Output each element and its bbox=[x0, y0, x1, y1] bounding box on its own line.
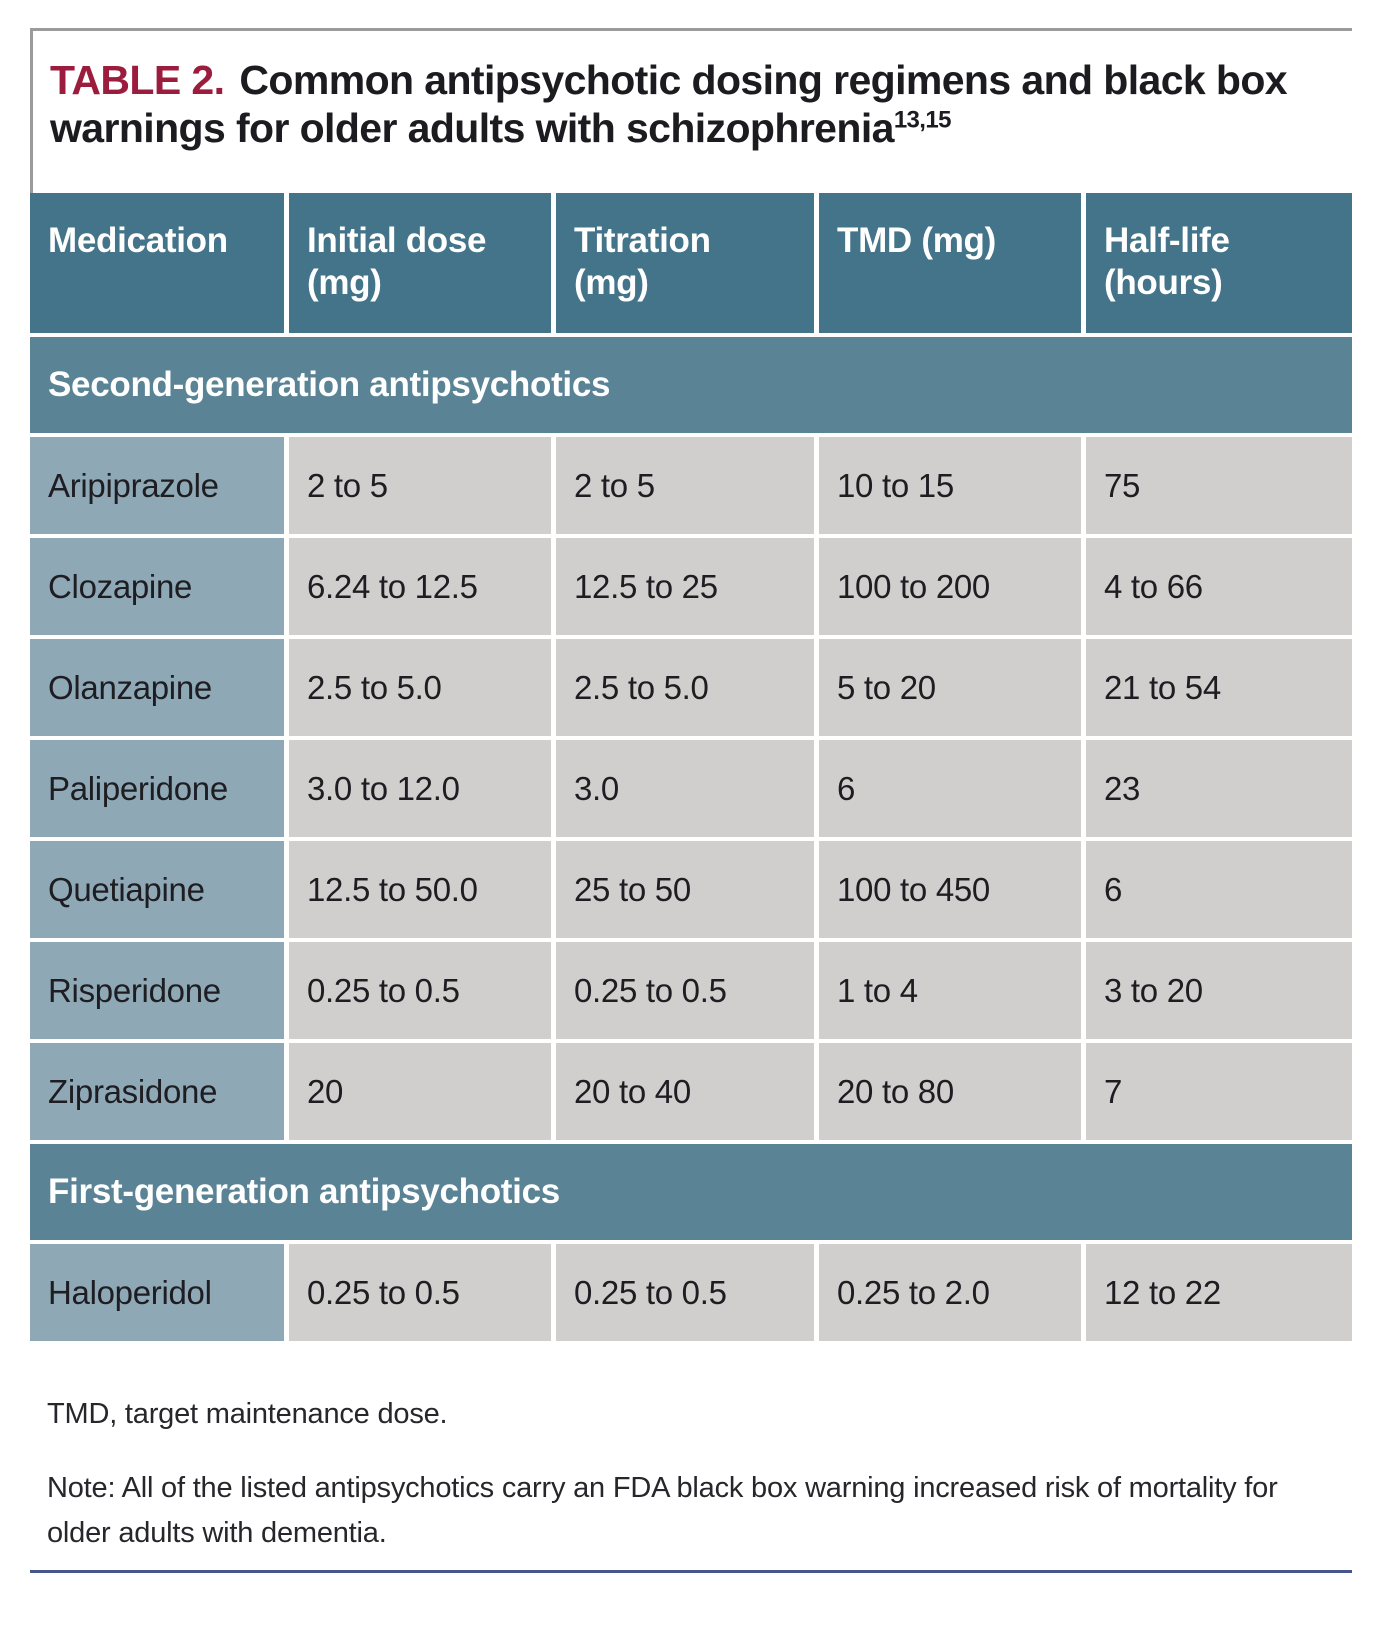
value-cell: 0.25 to 0.5 bbox=[289, 1244, 551, 1341]
value-cell: 0.25 to 0.5 bbox=[556, 1244, 814, 1341]
table-title: TABLE 2. Common antipsychotic dosing regi… bbox=[50, 57, 1334, 153]
table-title-block: TABLE 2. Common antipsychotic dosing regi… bbox=[30, 31, 1352, 193]
value-cell: 5 to 20 bbox=[819, 639, 1081, 736]
dosing-table: Medication Initial dose (mg) Titration (… bbox=[30, 193, 1352, 1341]
black-box-warning-note: Note: All of the listed antipsychotics c… bbox=[47, 1471, 1278, 1549]
section-header-second-generation: Second-generation antipsychotics bbox=[30, 337, 1352, 433]
value-cell: 2.5 to 5.0 bbox=[556, 639, 814, 736]
value-cell: 12.5 to 50.0 bbox=[289, 841, 551, 938]
table-figure-panel: TABLE 2. Common antipsychotic dosing regi… bbox=[30, 28, 1352, 1573]
value-cell: 0.25 to 2.0 bbox=[819, 1244, 1081, 1341]
value-cell: 75 bbox=[1086, 437, 1352, 534]
value-cell: 20 bbox=[289, 1043, 551, 1140]
abbreviation-footnote: TMD, target maintenance dose. bbox=[47, 1398, 448, 1430]
table-title-text: Common antipsychotic dosing regimens and… bbox=[50, 57, 1288, 151]
section-header-first-generation: First-generation antipsychotics bbox=[30, 1144, 1352, 1240]
value-cell: 7 bbox=[1086, 1043, 1352, 1140]
medication-cell: Olanzapine bbox=[30, 639, 284, 736]
value-cell: 25 to 50 bbox=[556, 841, 814, 938]
value-cell: 1 to 4 bbox=[819, 942, 1081, 1039]
table-footnotes: TMD, target maintenance dose. Note: All … bbox=[30, 1341, 1352, 1556]
value-cell: 2.5 to 5.0 bbox=[289, 639, 551, 736]
value-cell: 100 to 450 bbox=[819, 841, 1081, 938]
value-cell: 12.5 to 25 bbox=[556, 538, 814, 635]
value-cell: 21 to 54 bbox=[1086, 639, 1352, 736]
column-header-titration: Titration (mg) bbox=[556, 193, 814, 333]
column-header-medication: Medication bbox=[30, 193, 284, 333]
value-cell: 0.25 to 0.5 bbox=[556, 942, 814, 1039]
column-header-initial-dose: Initial dose (mg) bbox=[289, 193, 551, 333]
medication-cell: Ziprasidone bbox=[30, 1043, 284, 1140]
value-cell: 20 to 40 bbox=[556, 1043, 814, 1140]
value-cell: 0.25 to 0.5 bbox=[289, 942, 551, 1039]
column-header-tmd: TMD (mg) bbox=[819, 193, 1081, 333]
value-cell: 23 bbox=[1086, 740, 1352, 837]
value-cell: 10 to 15 bbox=[819, 437, 1081, 534]
medication-cell: Quetiapine bbox=[30, 841, 284, 938]
value-cell: 4 to 66 bbox=[1086, 538, 1352, 635]
value-cell: 3.0 bbox=[556, 740, 814, 837]
reference-superscript: 13,15 bbox=[893, 106, 952, 134]
value-cell: 20 to 80 bbox=[819, 1043, 1081, 1140]
value-cell: 6 bbox=[819, 740, 1081, 837]
value-cell: 6.24 to 12.5 bbox=[289, 538, 551, 635]
value-cell: 3.0 to 12.0 bbox=[289, 740, 551, 837]
medication-cell: Aripiprazole bbox=[30, 437, 284, 534]
medication-cell: Paliperidone bbox=[30, 740, 284, 837]
value-cell: 6 bbox=[1086, 841, 1352, 938]
medication-cell: Clozapine bbox=[30, 538, 284, 635]
value-cell: 3 to 20 bbox=[1086, 942, 1352, 1039]
value-cell: 2 to 5 bbox=[556, 437, 814, 534]
medication-cell: Haloperidol bbox=[30, 1244, 284, 1341]
value-cell: 100 to 200 bbox=[819, 538, 1081, 635]
medication-cell: Risperidone bbox=[30, 942, 284, 1039]
column-header-half-life: Half-life (hours) bbox=[1086, 193, 1352, 333]
value-cell: 2 to 5 bbox=[289, 437, 551, 534]
value-cell: 12 to 22 bbox=[1086, 1244, 1352, 1341]
bottom-rule bbox=[30, 1569, 1352, 1573]
table-number-label: TABLE 2. bbox=[50, 57, 225, 103]
